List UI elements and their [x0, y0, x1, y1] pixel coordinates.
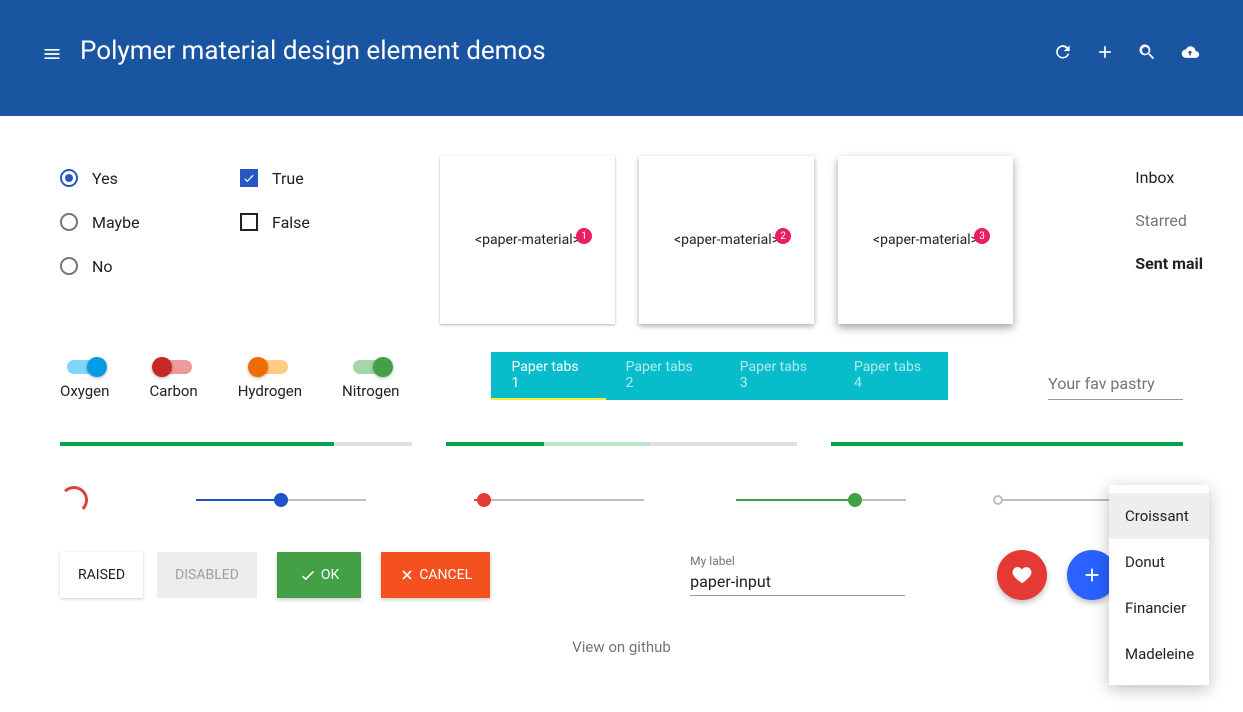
toggle-label: Nitrogen — [342, 382, 399, 400]
dropdown-item-financier[interactable]: Financier — [1109, 585, 1209, 631]
refresh-icon[interactable] — [1053, 42, 1073, 66]
cancel-label: CANCEL — [419, 567, 472, 583]
radio-group: Yes Maybe No — [60, 156, 240, 288]
paper-material-card-3: <paper-material>3 — [838, 156, 1013, 324]
slider-green[interactable] — [736, 499, 906, 501]
checkbox-true[interactable]: True — [240, 156, 420, 200]
radio-yes[interactable]: Yes — [60, 156, 240, 200]
tab-2[interactable]: Paper tabs 2 — [606, 352, 720, 400]
dropdown-item-croissant[interactable]: Croissant — [1109, 493, 1209, 539]
paper-material-card-1: <paper-material>1 — [440, 156, 615, 324]
toggle-carbon[interactable] — [156, 360, 192, 374]
pastry-input[interactable]: Your fav pastry — [1048, 374, 1183, 400]
checkbox-group: True False — [240, 156, 420, 244]
tab-3[interactable]: Paper tabs 3 — [720, 352, 834, 400]
checkbox-false[interactable]: False — [240, 200, 420, 244]
progress-bar-1 — [60, 442, 412, 446]
radio-label: Yes — [92, 169, 118, 188]
dropdown-item-donut[interactable]: Donut — [1109, 539, 1209, 585]
raised-button[interactable]: RAISED — [60, 552, 143, 598]
ok-button[interactable]: OK — [277, 552, 361, 598]
radio-no[interactable]: No — [60, 244, 240, 288]
input-value[interactable]: paper-input — [690, 568, 905, 596]
cancel-button[interactable]: CANCEL — [381, 552, 490, 598]
footer-link[interactable]: View on github — [60, 638, 1183, 656]
badge: 3 — [974, 228, 990, 244]
tab-4[interactable]: Paper tabs 4 — [834, 352, 948, 400]
toggle-label: Hydrogen — [238, 382, 302, 400]
progress-bar-3 — [831, 442, 1183, 446]
toggle-oxygen[interactable] — [67, 360, 103, 374]
card-label: <paper-material> — [873, 232, 978, 248]
paper-input[interactable]: My label paper-input — [690, 554, 905, 596]
cloud-upload-icon[interactable] — [1179, 42, 1201, 66]
checkbox-label: False — [272, 213, 310, 232]
card-label: <paper-material> — [475, 232, 580, 248]
card-label: <paper-material> — [674, 232, 779, 248]
ok-label: OK — [321, 567, 339, 583]
checkbox-label: True — [272, 169, 304, 188]
paper-tabs: Paper tabs 1 Paper tabs 2 Paper tabs 3 P… — [491, 352, 948, 400]
fab-favorite[interactable] — [997, 550, 1047, 600]
spinner — [60, 486, 88, 514]
slider-blue[interactable] — [196, 499, 366, 501]
badge: 2 — [775, 228, 791, 244]
paper-material-card-2: <paper-material>2 — [639, 156, 814, 324]
dropdown-item-madeleine[interactable]: Madeleine — [1109, 631, 1209, 677]
menu-item-inbox[interactable]: Inbox — [1135, 156, 1203, 199]
toggle-label: Oxygen — [60, 382, 109, 400]
toggle-nitrogen[interactable] — [353, 360, 389, 374]
radio-maybe[interactable]: Maybe — [60, 200, 240, 244]
tab-1[interactable]: Paper tabs 1 — [491, 352, 605, 400]
add-icon[interactable] — [1095, 42, 1115, 66]
toggle-label: Carbon — [149, 382, 197, 400]
search-icon[interactable] — [1137, 42, 1157, 66]
side-menu: Inbox Starred Sent mail — [1135, 156, 1203, 285]
page-title: Polymer material design element demos — [80, 36, 1053, 66]
input-label: My label — [690, 554, 905, 568]
menu-item-starred[interactable]: Starred — [1135, 199, 1203, 242]
pastry-dropdown: Croissant Donut Financier Madeleine — [1109, 485, 1209, 685]
radio-label: No — [92, 257, 113, 276]
progress-bar-2 — [446, 442, 798, 446]
radio-label: Maybe — [92, 213, 140, 232]
appbar: Polymer material design element demos — [0, 0, 1243, 116]
menu-item-sent[interactable]: Sent mail — [1135, 242, 1203, 285]
badge: 1 — [576, 228, 592, 244]
menu-icon[interactable] — [42, 44, 62, 68]
slider-red[interactable] — [474, 499, 644, 501]
toggle-hydrogen[interactable] — [252, 360, 288, 374]
disabled-button: DISABLED — [157, 552, 257, 598]
